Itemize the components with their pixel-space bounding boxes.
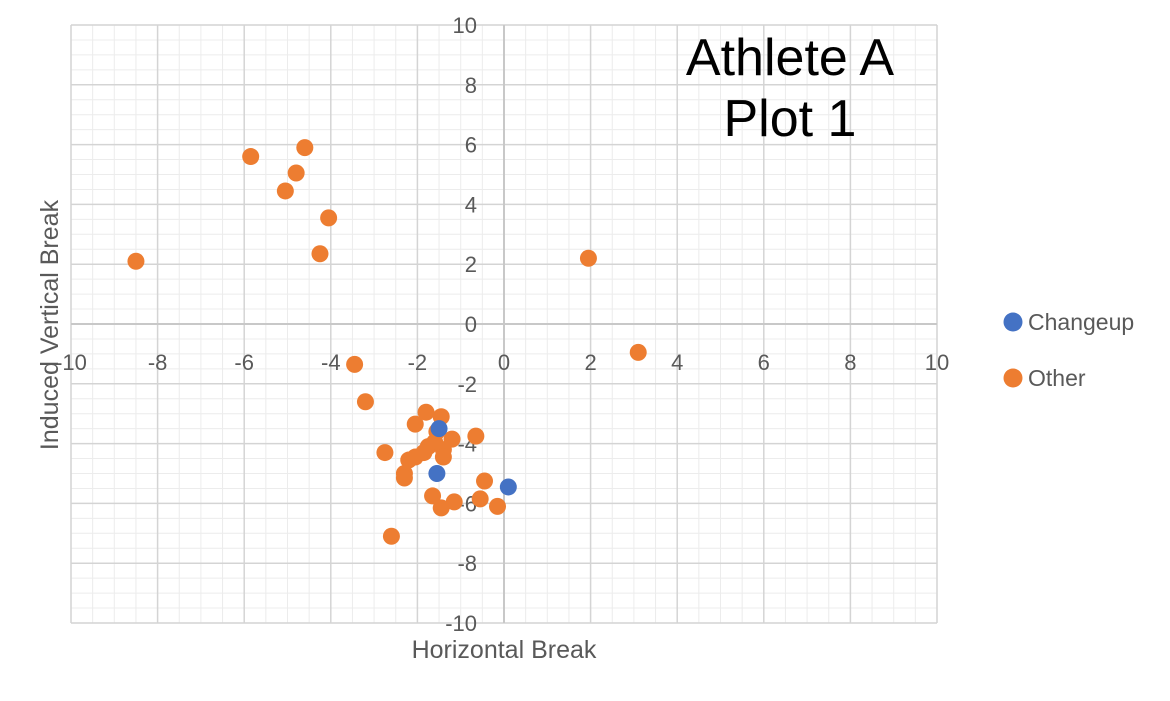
x-tick-label: 4 — [671, 350, 683, 375]
data-point-other — [311, 245, 329, 263]
data-point-other — [406, 415, 424, 433]
x-axis-label: Horizontal Break — [412, 636, 597, 664]
y-tick-label: -10 — [445, 611, 477, 636]
data-point-other — [476, 472, 494, 490]
legend-marker-other — [1003, 368, 1023, 388]
y-tick-label: 0 — [465, 312, 477, 337]
y-tick-label: 2 — [465, 252, 477, 277]
data-point-other — [629, 343, 647, 361]
data-point-other — [445, 493, 463, 511]
data-point-other — [467, 427, 485, 445]
data-point-other — [471, 490, 489, 508]
chart-title-line-2: Plot 1 — [724, 90, 857, 148]
legend-marker-changeup — [1003, 312, 1023, 332]
data-point-other — [346, 355, 364, 373]
data-point-other — [276, 182, 294, 200]
y-tick-label: 10 — [453, 13, 477, 38]
y-tick-label: -8 — [457, 551, 477, 576]
y-tick-label: 8 — [465, 73, 477, 98]
data-points — [127, 139, 647, 545]
y-axis-label: Induced Vertical Break — [36, 199, 64, 450]
x-tick-label: 2 — [584, 350, 596, 375]
data-point-other — [489, 497, 507, 515]
data-point-other — [432, 499, 450, 517]
data-point-other — [395, 469, 413, 487]
x-tick-label: 0 — [498, 350, 510, 375]
data-point-changeup — [428, 465, 446, 482]
axes — [71, 25, 937, 623]
data-point-other — [424, 487, 442, 505]
legend: Changeup Other — [1003, 309, 1134, 391]
y-tick-label: 6 — [465, 133, 477, 158]
data-point-other — [376, 444, 394, 462]
data-point-other — [417, 403, 435, 421]
data-point-other — [320, 209, 338, 227]
data-point-changeup — [499, 478, 517, 496]
x-tick-label: 10 — [925, 350, 949, 375]
data-point-other — [400, 451, 418, 469]
x-tick-label: -4 — [321, 350, 341, 375]
legend-label-changeup: Changeup — [1028, 309, 1134, 335]
data-point-other — [382, 527, 400, 545]
x-tick-label: -10 — [55, 350, 87, 375]
chart-title-line-1: Athlete A — [686, 29, 894, 87]
legend-label-other: Other — [1028, 365, 1086, 391]
y-tick-label: 4 — [465, 192, 477, 217]
data-point-other — [434, 448, 452, 466]
x-tick-label: -6 — [234, 350, 254, 375]
data-point-other — [287, 164, 305, 182]
x-tick-label: -2 — [408, 350, 428, 375]
x-tick-label: 8 — [844, 350, 856, 375]
data-point-other — [296, 139, 314, 157]
x-tick-label: -8 — [148, 350, 168, 375]
y-tick-label: -2 — [457, 372, 477, 397]
data-point-other — [127, 252, 145, 270]
x-tick-label: 6 — [758, 350, 770, 375]
data-point-other — [242, 148, 260, 166]
data-point-changeup — [430, 420, 448, 438]
data-point-other — [579, 249, 597, 267]
data-point-other — [356, 393, 374, 411]
